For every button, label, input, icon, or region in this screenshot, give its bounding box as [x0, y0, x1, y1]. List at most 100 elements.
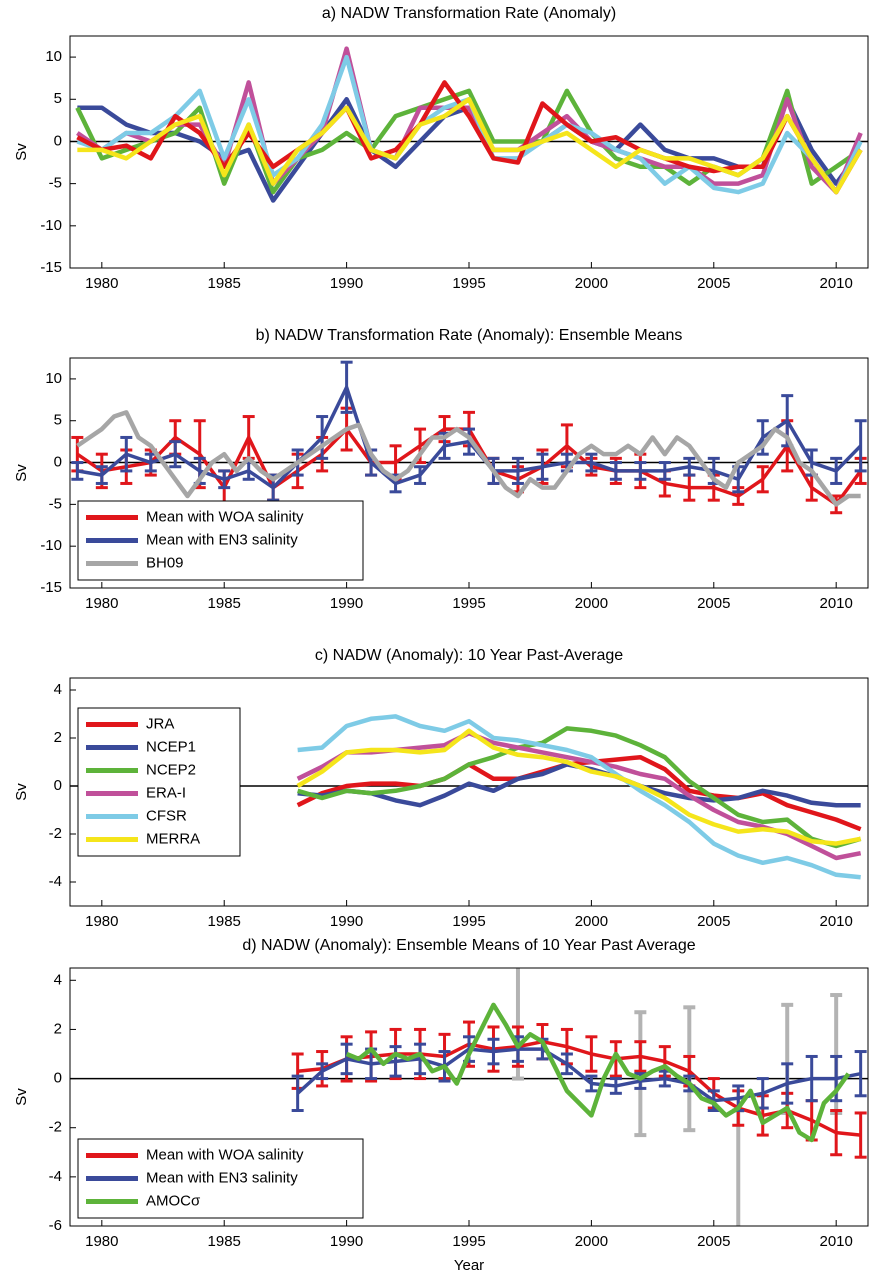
- x-tick-label: 1980: [85, 1233, 118, 1250]
- legend-label: Mean with EN3 salinity: [146, 1169, 298, 1186]
- series-line: [296, 1047, 862, 1103]
- y-tick-label: -4: [49, 1168, 62, 1185]
- series-line: [297, 714, 861, 880]
- y-tick-label: 0: [54, 454, 62, 471]
- error-bar: [609, 461, 622, 481]
- y-tick-label: 4: [54, 971, 62, 988]
- x-tick-label: 1985: [208, 595, 241, 612]
- legend-label: Mean with WOA salinity: [146, 1146, 304, 1163]
- y-axis-label: Sv: [13, 143, 30, 161]
- legend-label: NCEP2: [146, 761, 196, 778]
- y-tick-label: -15: [40, 259, 62, 276]
- error-bar: [609, 1077, 622, 1095]
- y-tick-label: 10: [45, 48, 62, 65]
- x-tick-label: 1995: [452, 595, 485, 612]
- y-tick-label: 0: [54, 132, 62, 149]
- error-bar: [756, 419, 769, 456]
- x-axis-label: Year: [454, 1257, 484, 1274]
- series-line: [345, 1002, 851, 1143]
- x-tick-label: 2010: [819, 913, 852, 930]
- legend-label: MERRA: [146, 830, 200, 847]
- y-tick-label: -2: [49, 1119, 62, 1136]
- y-axis-label: Sv: [13, 464, 30, 482]
- plot: [291, 968, 867, 1226]
- error-bar: [242, 415, 255, 460]
- x-tick-label: 1995: [452, 913, 485, 930]
- error-bar: [585, 1035, 598, 1073]
- x-tick-label: 2010: [819, 595, 852, 612]
- legend-label: BH09: [146, 554, 184, 571]
- y-tick-label: -5: [49, 175, 62, 192]
- error-bar: [683, 456, 696, 477]
- legend: JRA NCEP1 NCEP2 ERA-I CFSR MERRA: [77, 707, 241, 857]
- x-tick-label: 2000: [575, 275, 608, 292]
- y-tick-label: -5: [49, 495, 62, 512]
- series-line: [297, 726, 862, 849]
- plot: [71, 360, 867, 515]
- plot: [75, 46, 863, 203]
- series-line: [76, 410, 861, 507]
- x-tick-label: 1995: [452, 1233, 485, 1250]
- legend-label: NCEP1: [146, 738, 196, 755]
- x-tick-label: 2005: [697, 275, 730, 292]
- plot-frame: [69, 967, 869, 1227]
- error-bar: [340, 1042, 353, 1076]
- error-bar: [536, 452, 549, 481]
- legend: Mean with WOA salinity Mean with EN3 sali…: [77, 1138, 364, 1219]
- error-bar: [560, 1052, 573, 1076]
- error-bar: [585, 1074, 598, 1093]
- x-tick-label: 2000: [575, 1233, 608, 1250]
- error-bar: [854, 1050, 867, 1098]
- error-bar: [389, 1045, 402, 1078]
- x-tick-label: 1980: [85, 275, 118, 292]
- y-tick-label: 5: [54, 90, 62, 107]
- panel-title: b) NADW Transformation Rate (Anomaly): E…: [256, 327, 683, 344]
- series-line: [296, 754, 862, 832]
- error-bar: [95, 465, 108, 485]
- panel-title: c) NADW (Anomaly): 10 Year Past-Average: [315, 647, 623, 664]
- y-tick-label: 5: [54, 412, 62, 429]
- x-tick-label: 2005: [697, 1233, 730, 1250]
- legend-label: ERA-I: [146, 784, 186, 801]
- panel-title: d) NADW (Anomaly): Ensemble Means of 10 …: [242, 937, 695, 954]
- legend-box: [77, 707, 241, 857]
- y-tick-label: 2: [54, 729, 62, 746]
- y-tick-label: 0: [54, 1070, 62, 1087]
- error-bar: [634, 461, 647, 481]
- x-tick-label: 1990: [330, 913, 363, 930]
- x-tick-label: 1980: [85, 595, 118, 612]
- y-tick-label: -15: [40, 579, 62, 596]
- x-tick-label: 1990: [330, 275, 363, 292]
- error-bar: [414, 1042, 427, 1076]
- y-tick-label: 10: [45, 370, 62, 387]
- y-axis-label: Sv: [13, 1088, 30, 1106]
- series-line: [76, 80, 863, 195]
- x-tick-label: 1980: [85, 913, 118, 930]
- legend-label: JRA: [146, 715, 174, 732]
- legend-label: Mean with WOA salinity: [146, 508, 304, 525]
- x-tick-label: 1985: [208, 275, 241, 292]
- error-bar: [830, 1109, 843, 1157]
- error-bar: [511, 456, 524, 485]
- x-tick-label: 1985: [208, 1233, 241, 1250]
- legend: Mean with WOA salinity Mean with EN3 sali…: [77, 500, 364, 581]
- error-bar: [340, 360, 353, 414]
- reference-error-bar: [732, 1108, 745, 1226]
- error-bar: [169, 440, 182, 469]
- error-bar: [585, 452, 598, 473]
- error-bar: [854, 1111, 867, 1159]
- error-bar: [463, 427, 475, 456]
- plot-frame: [69, 677, 869, 907]
- plot: [296, 714, 862, 880]
- x-tick-label: 1990: [330, 595, 363, 612]
- y-axis-label: Sv: [13, 783, 30, 801]
- error-bar: [487, 1037, 500, 1066]
- y-tick-label: -10: [40, 537, 62, 554]
- series-line: [77, 97, 863, 195]
- y-tick-label: 4: [54, 681, 62, 698]
- series-line: [296, 728, 862, 846]
- legend-label: AMOCσ: [146, 1192, 201, 1209]
- error-bar: [781, 1062, 794, 1105]
- error-bar: [805, 1054, 818, 1103]
